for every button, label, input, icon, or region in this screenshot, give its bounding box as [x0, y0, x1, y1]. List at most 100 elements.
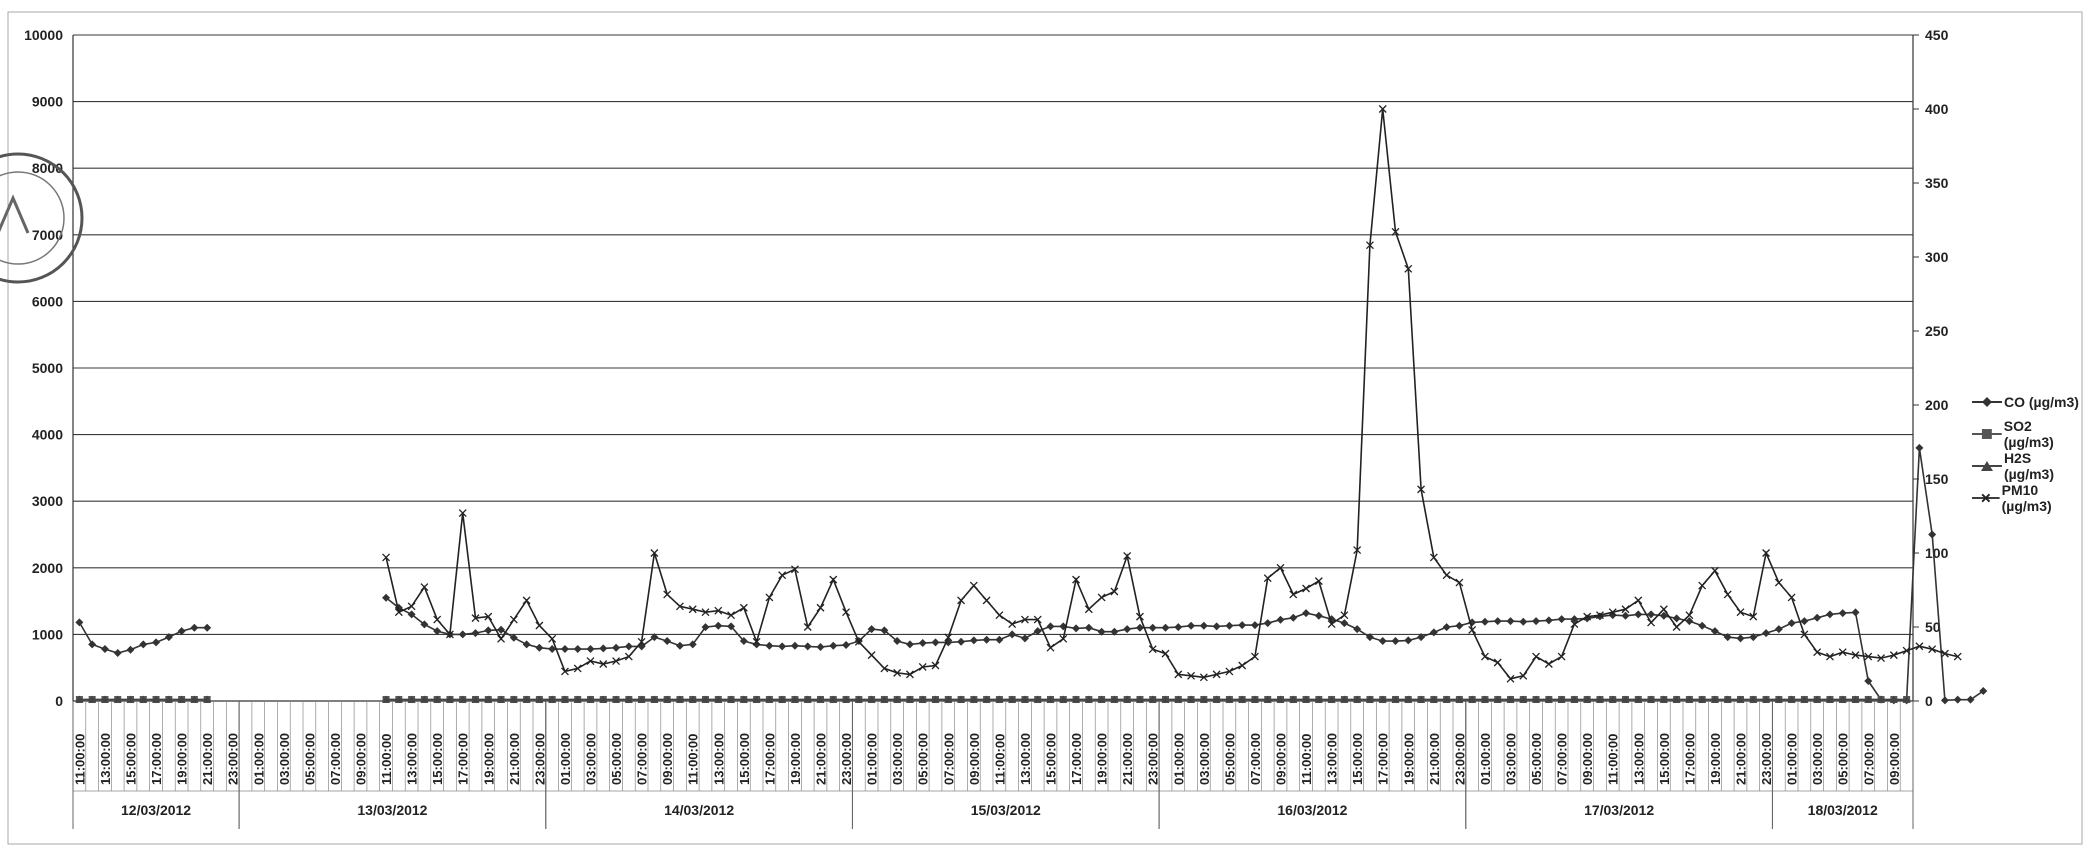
right-axis-ticks: 0 50 100 150 200 250 300 350 400 450 [1913, 27, 1949, 709]
data-point [1238, 621, 1247, 630]
data-point [612, 657, 621, 665]
data-point [1621, 695, 1630, 703]
data-point [1020, 615, 1029, 624]
data-point [522, 640, 531, 649]
data-point [1672, 614, 1681, 623]
data-point [1417, 485, 1426, 494]
data-point [1979, 687, 1988, 696]
data-point [880, 664, 889, 673]
data-point [1327, 620, 1336, 628]
data-point [1506, 674, 1515, 683]
data-point [1404, 264, 1413, 273]
data-point [752, 695, 761, 703]
data-point [382, 553, 391, 562]
data-point [1212, 670, 1221, 679]
series-diamond [75, 443, 1988, 705]
data-point [1059, 634, 1068, 643]
data-point [701, 623, 710, 632]
x-tick-label: 05:00:00 [916, 733, 931, 785]
data-point [548, 695, 557, 703]
data-point [1442, 571, 1451, 580]
data-point [714, 695, 723, 703]
data-point [203, 695, 212, 703]
data-point [497, 625, 506, 634]
data-point [1314, 695, 1323, 703]
data-point [164, 633, 173, 642]
x-tick-label: 21:00:00 [1427, 733, 1442, 785]
data-point [1110, 695, 1119, 703]
data-point [931, 638, 940, 647]
day-label: 14/03/2012 [664, 802, 734, 818]
data-point [522, 695, 531, 703]
data-point [816, 603, 825, 612]
data-point [1634, 596, 1643, 605]
y2-tick-label: 400 [1925, 101, 1949, 117]
data-point [1723, 633, 1732, 642]
data-point [688, 640, 697, 649]
data-point [1020, 634, 1029, 643]
data-point [1289, 613, 1298, 622]
x-tick-label: 19:00:00 [481, 733, 496, 785]
square-marker-icon [1972, 429, 2002, 439]
data-point [893, 668, 902, 677]
data-point [842, 608, 851, 617]
data-point [790, 695, 799, 703]
data-point [1838, 609, 1847, 618]
data-point [1417, 695, 1426, 703]
x-tick-label: 09:00:00 [1887, 733, 1902, 785]
data-point [1365, 695, 1374, 703]
data-point [803, 695, 812, 703]
x-tick-label: 23:00:00 [226, 733, 241, 785]
data-point [778, 642, 787, 651]
data-point [1212, 695, 1221, 703]
y-tick-label: 9000 [32, 94, 63, 110]
data-point [382, 593, 391, 602]
data-point [714, 621, 723, 630]
data-point [739, 637, 748, 646]
data-point [1378, 695, 1387, 703]
day-label: 16/03/2012 [1277, 802, 1347, 818]
data-point [394, 695, 403, 703]
data-point [203, 623, 212, 632]
data-point [688, 695, 697, 703]
data-point [1685, 611, 1694, 620]
data-point [1225, 695, 1234, 703]
data-point [1097, 695, 1106, 703]
data-point [1698, 621, 1707, 630]
x-tick-label: 09:00:00 [967, 733, 982, 785]
data-point [1110, 587, 1119, 596]
x-tick-label: 09:00:00 [354, 733, 369, 785]
x-tick-label: 07:00:00 [941, 733, 956, 785]
data-point [1289, 695, 1298, 703]
data-point [433, 615, 442, 624]
data-point [164, 695, 173, 703]
data-point [407, 602, 416, 611]
data-point [1710, 695, 1719, 703]
data-point [995, 695, 1004, 703]
x-tick-label: 21:00:00 [1120, 733, 1135, 785]
x-tick-label: 01:00:00 [251, 733, 266, 785]
data-point [1455, 695, 1464, 703]
x-tick-label: 15:00:00 [1044, 733, 1059, 785]
data-point [1123, 552, 1132, 560]
data-point [957, 637, 966, 646]
data-point [1353, 695, 1362, 703]
y2-tick-label: 250 [1925, 323, 1949, 339]
data-point [1634, 610, 1643, 619]
data-point [1864, 695, 1873, 703]
x-tick-label: 09:00:00 [660, 733, 675, 785]
data-point [1749, 695, 1758, 703]
data-point [433, 695, 442, 703]
data-point [1647, 695, 1656, 703]
data-point [1685, 617, 1694, 626]
data-point [1825, 652, 1834, 661]
data-point [599, 644, 608, 653]
data-point [1327, 695, 1336, 703]
data-point [790, 641, 799, 650]
legend-item-so2: SO2 (µg/m3) [1972, 418, 2085, 450]
data-point [663, 637, 672, 646]
data-point [1825, 695, 1834, 703]
legend-label: PM10 (µg/m3) [2001, 482, 2052, 514]
x-tick-label: 11:00:00 [379, 734, 394, 785]
data-point [420, 583, 429, 591]
